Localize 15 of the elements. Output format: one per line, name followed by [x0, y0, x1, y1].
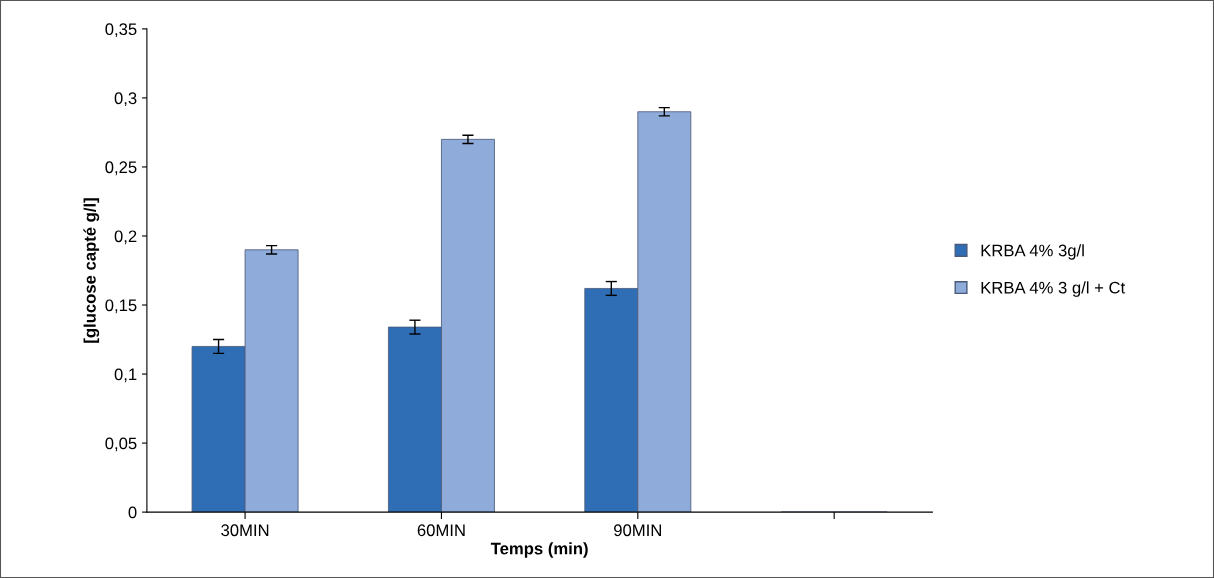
y-tick-label: 0,25 [105, 161, 137, 176]
x-tick-label: 30MIN [221, 524, 269, 537]
x-tick-label: 60MIN [417, 524, 465, 537]
y-tick-label: 0,2 [114, 230, 137, 245]
x-tick-label: 90MIN [614, 524, 661, 537]
y-tick-label: 0,05 [105, 437, 137, 452]
legend-label: KRBA 4% 3g/l [981, 244, 1084, 260]
y-tick-label: 0,1 [114, 368, 137, 383]
x-axis-title: Temps (min) [490, 542, 588, 558]
y-tick-label: 0,35 [105, 23, 137, 38]
y-tick-label: 0,3 [114, 92, 137, 107]
y-tick-label: 0 [128, 506, 137, 519]
legend-label: KRBA 4% 3 g/l + Ct [981, 281, 1126, 297]
y-tick-label: 0,15 [105, 299, 137, 314]
y-axis-title: [glucose capté g/l] [83, 198, 100, 343]
